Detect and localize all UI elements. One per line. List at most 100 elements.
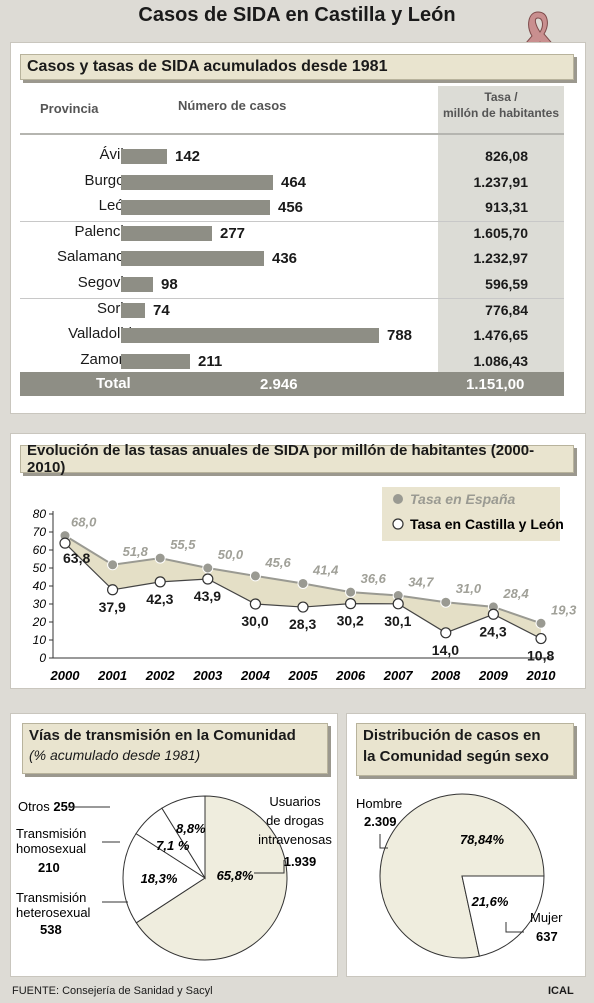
- sex-pie-chart: 78,84% 21,6% Hombre 2.309 Mujer 637: [356, 793, 563, 959]
- rate-value: 1.605,70: [473, 224, 529, 241]
- case-bar: [121, 174, 273, 190]
- y-tick-label: 10: [33, 633, 47, 647]
- spain-value-label: 36,6: [361, 571, 387, 586]
- line-section-title: Evolución de las tasas anuales de SIDA p…: [20, 442, 574, 476]
- y-tick-label: 20: [32, 615, 47, 629]
- cyl-value-label: 63,8: [63, 550, 90, 566]
- y-tick-label: 0: [39, 651, 46, 665]
- sex-title-line1: Distribución de casos en: [363, 727, 541, 744]
- spain-value-label: 55,5: [170, 537, 196, 552]
- sex-count: 2.309: [364, 814, 397, 829]
- sex-pct-label: 78,84%: [460, 832, 505, 847]
- case-value-label: 98: [161, 276, 178, 293]
- province-label: Zamora: [80, 350, 132, 368]
- rate-value: 776,84: [485, 301, 528, 318]
- spain-value-label: 31,0: [456, 581, 482, 596]
- province-label: Palencia: [74, 222, 132, 240]
- sex-label: Hombre: [356, 796, 402, 811]
- header-divider: [20, 133, 564, 135]
- cyl-value-label: 43,9: [194, 588, 221, 604]
- col-rate-line2: millón de habitantes: [442, 106, 559, 120]
- case-bar: [121, 277, 153, 292]
- cyl-value-label: 10,8: [527, 648, 554, 664]
- spain-value-label: 34,7: [408, 575, 434, 590]
- sex-pct-label: 21,6%: [471, 894, 509, 909]
- line-chart: 0 10 20 30 40 50 60 70 80 2000 2001 2002 2003 2004 200…: [32, 487, 577, 683]
- legend-cyl-label: Tasa en Castilla y León: [410, 516, 564, 532]
- cyl-value-label: 30,1: [384, 613, 411, 629]
- cyl-point: [535, 632, 547, 645]
- transmission-label: de drogas: [266, 813, 324, 828]
- case-bar: [121, 353, 190, 369]
- table-section-title-text: Casos y tasas de SIDA acumulados desde 1…: [27, 58, 388, 75]
- case-value-label: 74: [153, 301, 170, 319]
- total-label: Total: [96, 375, 131, 392]
- transmission-count: 210: [38, 860, 60, 875]
- transmission-pct-label: 18,3%: [141, 871, 178, 886]
- cyl-point: [202, 573, 214, 585]
- spain-point: [249, 570, 261, 582]
- transmission-subtitle: (% acumulado desde 1981): [29, 747, 201, 763]
- x-tick-label: 2008: [430, 668, 461, 683]
- leader-line: [379, 834, 388, 849]
- spain-point: [535, 617, 547, 629]
- legend-box: [382, 487, 560, 541]
- spain-point: [154, 552, 166, 564]
- cyl-point: [154, 576, 166, 588]
- col-cases: Número de casos: [178, 98, 287, 113]
- case-value-label: 456: [278, 199, 304, 217]
- total-cases: 2.946: [260, 376, 298, 393]
- x-tick-label: 2006: [335, 668, 366, 683]
- transmission-count: 259: [53, 799, 75, 814]
- province-label: Ávila: [99, 146, 132, 163]
- legend-spain-label: Tasa en España: [410, 491, 516, 507]
- spain-value-label: 68,0: [71, 515, 97, 530]
- province-label: Valladolid: [68, 325, 132, 343]
- transmission-title: Vías de transmisión en la Comunidad (% a…: [22, 723, 328, 774]
- sex-slice: [461, 875, 545, 957]
- leader-line: [505, 922, 524, 933]
- cyl-point: [59, 537, 71, 549]
- y-tick-label: 80: [33, 507, 47, 521]
- rate-value: 1.476,65: [473, 327, 529, 344]
- province-label: Burgos: [84, 171, 132, 189]
- case-value-label: 277: [220, 224, 246, 242]
- case-value-label: 464: [281, 173, 307, 191]
- case-value-label: 436: [272, 250, 298, 268]
- case-bar: [121, 200, 270, 216]
- case-bar: [121, 302, 145, 318]
- transmission-label: intravenosas: [258, 832, 332, 847]
- cyl-point: [392, 598, 404, 610]
- transmission-slice: [161, 795, 206, 880]
- transmission-pct-label: 65,8%: [217, 868, 254, 883]
- legend-cyl-marker: [392, 518, 404, 530]
- line-section-title-text: Evolución de las tasas anuales de SIDA p…: [27, 442, 535, 476]
- transmission-pct-label: 7,1 %: [156, 838, 190, 853]
- y-tick-label: 50: [33, 561, 47, 575]
- cyl-value-label: 30,0: [241, 613, 268, 629]
- x-tick-label: 2009: [478, 668, 509, 683]
- transmission-count: 1.939: [284, 854, 317, 869]
- case-bar: [121, 225, 212, 241]
- rate-value: 1.232,97: [473, 250, 529, 267]
- case-value-label: 788: [387, 327, 413, 345]
- case-bar: [121, 328, 379, 344]
- spain-point: [107, 559, 119, 571]
- cyl-value-label: 28,3: [289, 616, 316, 632]
- cyl-value-label: 37,9: [99, 599, 126, 615]
- spain-point: [202, 562, 214, 574]
- cyl-point: [487, 608, 499, 620]
- transmission-count: 538: [40, 922, 62, 937]
- transmission-pie-chart: 65,8%18,3%7,1 %8,8%Otros 259Transmisiónh…: [16, 794, 332, 961]
- cyl-point: [440, 627, 452, 639]
- transmission-title-text: Vías de transmisión en la Comunidad: [29, 727, 296, 744]
- x-tick-label: 2005: [288, 668, 319, 683]
- col-rate-line1: Tasa /: [484, 90, 518, 104]
- spain-point: [345, 586, 357, 598]
- cyl-point: [249, 598, 261, 610]
- y-tick-label: 30: [33, 597, 47, 611]
- total-rate: 1.151,00: [466, 376, 525, 393]
- y-tick-label: 60: [33, 543, 47, 557]
- cyl-value-label: 30,2: [337, 613, 364, 629]
- sex-count: 637: [536, 929, 558, 944]
